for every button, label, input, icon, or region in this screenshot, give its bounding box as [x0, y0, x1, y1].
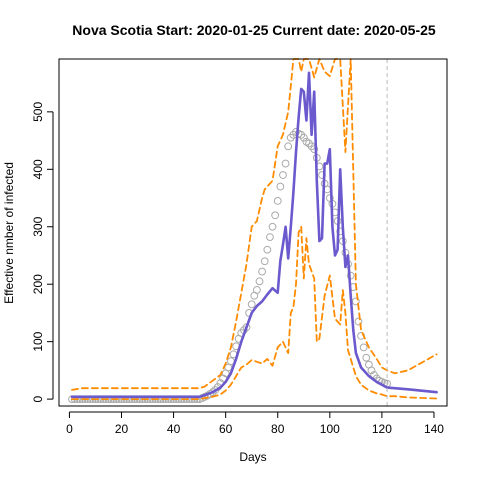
- observed-point: [268, 222, 277, 231]
- observed-point: [247, 300, 256, 309]
- observed-point: [367, 366, 376, 375]
- y-axis-label: Effective nmber of infected: [2, 162, 16, 304]
- y-tick-label: 100: [31, 331, 45, 351]
- observed-points: [68, 128, 392, 404]
- observed-point: [281, 159, 290, 168]
- estimate-line: [70, 71, 438, 399]
- x-tick-label: 60: [219, 422, 233, 436]
- x-tick-label: 100: [320, 422, 340, 436]
- observed-point: [276, 182, 285, 191]
- x-tick-label: 140: [424, 422, 444, 436]
- plot-frame: [58, 58, 448, 407]
- observed-point: [273, 197, 282, 205]
- x-tick-label: 120: [372, 422, 392, 436]
- y-tick-label: 300: [31, 216, 45, 236]
- observed-point: [253, 286, 261, 294]
- observed-point: [258, 267, 267, 276]
- x-tick-label: 80: [271, 422, 285, 436]
- observed-point: [310, 145, 319, 154]
- series-lines: [70, 58, 438, 401]
- observed-point: [255, 277, 264, 286]
- bound-line: [71, 225, 438, 401]
- y-tick-label: 500: [31, 102, 45, 122]
- observed-point: [271, 211, 280, 220]
- observed-point: [351, 297, 360, 306]
- observed-point: [354, 317, 363, 326]
- observed-point: [263, 245, 272, 254]
- x-tick-label: 20: [115, 422, 129, 436]
- observed-point: [362, 353, 371, 362]
- observed-point: [260, 257, 269, 266]
- chart-title: Nova Scotia Start: 2020-01-25 Current da…: [72, 22, 436, 38]
- observed-point: [266, 233, 274, 241]
- x-tick-label: 40: [167, 422, 181, 436]
- observed-point: [359, 343, 368, 352]
- y-axis: 0 100 200 300 400 500: [31, 102, 54, 402]
- observed-point: [279, 171, 287, 179]
- y-tick-label: 400: [31, 159, 45, 179]
- x-axis: 0 20 40 60 80 100 120 140: [66, 411, 444, 436]
- bound-line: [71, 58, 438, 391]
- x-axis-label: Days: [239, 450, 266, 464]
- y-tick-label: 0: [31, 395, 45, 402]
- observed-point: [299, 133, 308, 142]
- observed-point: [284, 142, 293, 151]
- y-tick-label: 200: [31, 274, 45, 294]
- x-tick-label: 0: [66, 422, 73, 436]
